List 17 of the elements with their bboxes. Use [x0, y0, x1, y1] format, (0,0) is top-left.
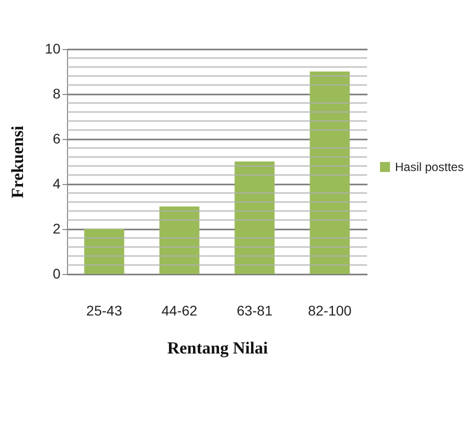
bar [159, 206, 200, 274]
y-tick-label: 10 [44, 40, 61, 56]
x-tick-label: 63-81 [236, 302, 273, 318]
bar [310, 72, 350, 274]
y-tick-label: 8 [52, 86, 61, 102]
y-tick-label: 2 [52, 220, 61, 236]
y-tick-label: 6 [52, 130, 61, 146]
x-tick-label: 82-100 [308, 302, 352, 318]
x-axis-title: Rentang Nilai [167, 338, 268, 358]
y-tick-label: 0 [52, 266, 61, 282]
y-axis-title: Frekuensi [8, 126, 27, 198]
x-tick-label: 25-43 [86, 302, 122, 318]
x-tick-label: 44-62 [162, 302, 198, 318]
bar [234, 162, 275, 274]
y-tick-label: 4 [52, 176, 61, 192]
bar [84, 229, 124, 274]
legend-label: Hasil posttes [395, 160, 464, 174]
